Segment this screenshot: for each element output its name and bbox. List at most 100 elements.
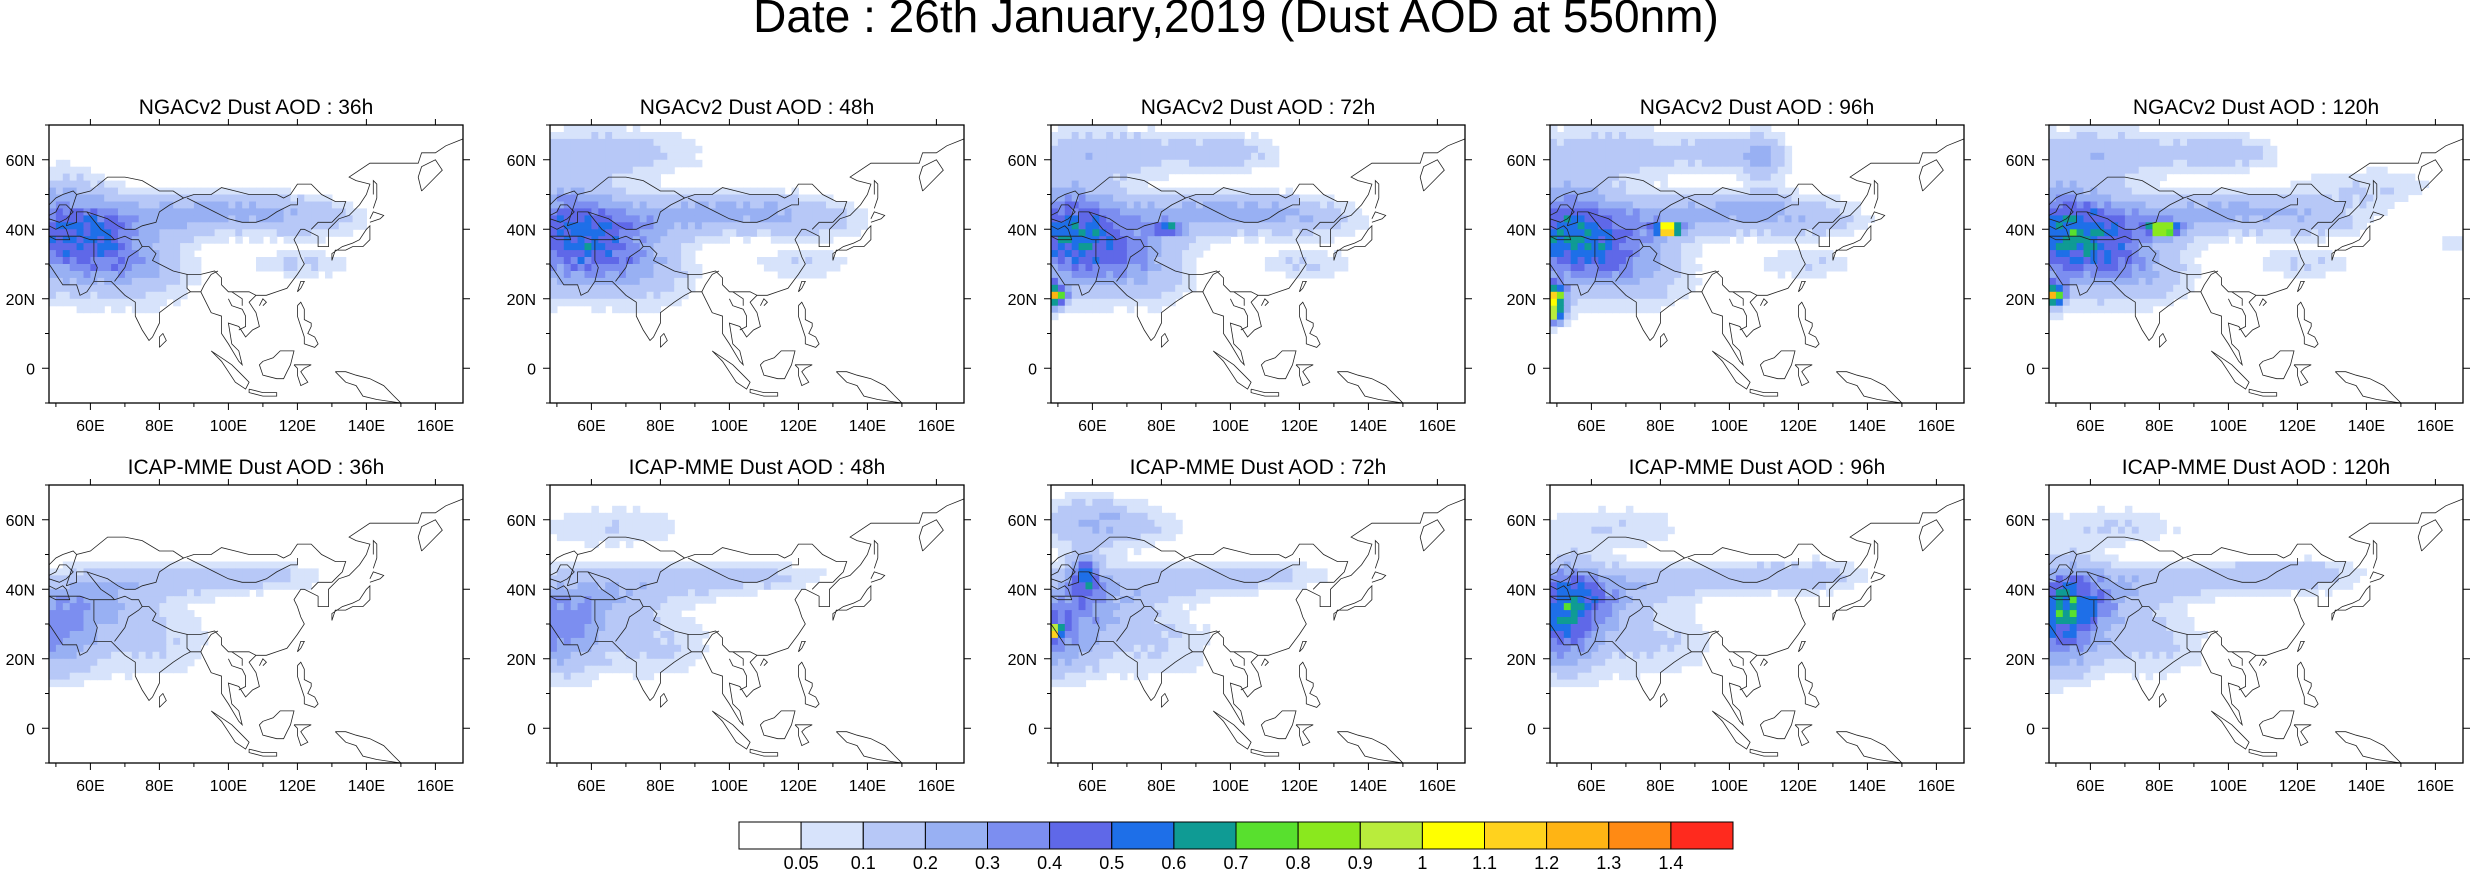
lat-tick-label: 60N bbox=[1507, 153, 1536, 170]
lon-tick-label: 80E bbox=[145, 778, 173, 795]
colorbar-box bbox=[1173, 821, 1237, 850]
lat-tick-label: 0 bbox=[1028, 361, 1037, 378]
coastlines bbox=[550, 138, 964, 403]
map-panel-ngac-48h: NGACv2 Dust AOD : 48h 60E 80E 100E 120E 140E 1… bbox=[507, 96, 971, 435]
panel-title: NGACv2 Dust AOD : 96h bbox=[1640, 96, 1875, 119]
lon-tick-label: 140E bbox=[1849, 778, 1886, 795]
lon-tick-label: 60E bbox=[1577, 778, 1605, 795]
lat-tick-label: 0 bbox=[527, 721, 536, 738]
lon-tick-label: 160E bbox=[2417, 418, 2454, 435]
map-panel-icap-72h: ICAP-MME Dust AOD : 72h 60E 80E 100E 120E 140… bbox=[1008, 456, 1472, 795]
lon-tick-label: 140E bbox=[1350, 418, 1387, 435]
colorbar-box bbox=[862, 821, 926, 850]
lat-tick-label: 0 bbox=[2026, 721, 2035, 738]
lon-tick-label: 100E bbox=[2210, 418, 2247, 435]
colorbar-label: 0.9 bbox=[1348, 853, 1373, 873]
dust-aod-field bbox=[550, 125, 868, 314]
colorbar-box bbox=[987, 821, 1051, 850]
lon-tick-label: 80E bbox=[1147, 778, 1175, 795]
coastlines bbox=[1051, 498, 1465, 763]
coastlines bbox=[49, 498, 463, 763]
lat-tick-label: 40N bbox=[507, 582, 536, 599]
lon-tick-label: 140E bbox=[2348, 418, 2385, 435]
colorbar-box bbox=[1297, 821, 1361, 850]
lon-tick-label: 160E bbox=[1918, 778, 1955, 795]
lon-tick-label: 160E bbox=[1918, 418, 1955, 435]
lon-tick-label: 60E bbox=[1078, 778, 1106, 795]
lon-tick-label: 160E bbox=[1419, 778, 1456, 795]
lat-tick-label: 20N bbox=[2006, 652, 2035, 669]
lon-tick-label: 100E bbox=[210, 778, 247, 795]
lon-tick-label: 120E bbox=[279, 418, 316, 435]
lat-tick-label: 0 bbox=[1028, 721, 1037, 738]
panel-title: ICAP-MME Dust AOD : 72h bbox=[1130, 456, 1387, 479]
lat-tick-label: 40N bbox=[2006, 222, 2035, 239]
lon-tick-label: 80E bbox=[1646, 778, 1674, 795]
panel-title: NGACv2 Dust AOD : 48h bbox=[640, 96, 875, 119]
colorbar-label: 1.3 bbox=[1596, 853, 1621, 873]
lat-tick-label: 40N bbox=[1008, 582, 1037, 599]
lon-tick-label: 80E bbox=[646, 418, 674, 435]
lon-tick-label: 100E bbox=[1212, 418, 1249, 435]
lat-tick-label: 40N bbox=[1507, 222, 1536, 239]
colorbar-box bbox=[1546, 821, 1610, 850]
lat-tick-label: 20N bbox=[1507, 652, 1536, 669]
lat-tick-label: 20N bbox=[6, 652, 35, 669]
lat-tick-label: 0 bbox=[1527, 361, 1536, 378]
lon-tick-label: 100E bbox=[1711, 778, 1748, 795]
lat-tick-label: 60N bbox=[1008, 513, 1037, 530]
map-panel-ngac-72h: NGACv2 Dust AOD : 72h 60E 80E 100E 120E 140E 1… bbox=[1008, 96, 1472, 435]
lon-tick-label: 120E bbox=[279, 778, 316, 795]
panel-title: NGACv2 Dust AOD : 120h bbox=[2133, 96, 2379, 119]
panel-title: ICAP-MME Dust AOD : 96h bbox=[1629, 456, 1886, 479]
colorbar-label: 0.8 bbox=[1286, 853, 1311, 873]
lat-tick-label: 0 bbox=[527, 361, 536, 378]
map-panel-icap-120h: ICAP-MME Dust AOD : 120h 60E 80E 100E 120E 14… bbox=[2006, 456, 2470, 795]
lat-tick-label: 60N bbox=[507, 153, 536, 170]
lat-tick-label: 40N bbox=[6, 222, 35, 239]
colorbar-label: 0.4 bbox=[1037, 853, 1062, 873]
lon-tick-label: 100E bbox=[2210, 778, 2247, 795]
lon-tick-label: 60E bbox=[577, 778, 605, 795]
lat-tick-label: 20N bbox=[1507, 292, 1536, 309]
panel-title: ICAP-MME Dust AOD : 120h bbox=[2122, 456, 2390, 479]
coastlines bbox=[2049, 498, 2463, 763]
map-panel-icap-36h: ICAP-MME Dust AOD : 36h 60E 80E 100E 120E 140… bbox=[6, 456, 470, 795]
lat-tick-label: 20N bbox=[2006, 292, 2035, 309]
colorbar-box bbox=[1484, 821, 1548, 850]
colorbar-label: 1.2 bbox=[1534, 853, 1559, 873]
lon-tick-label: 120E bbox=[1281, 778, 1318, 795]
lon-tick-label: 140E bbox=[348, 778, 385, 795]
colorbar-box bbox=[1670, 821, 1734, 850]
lat-tick-label: 20N bbox=[507, 652, 536, 669]
coastlines bbox=[1550, 138, 1964, 403]
lat-tick-label: 60N bbox=[6, 513, 35, 530]
lon-tick-label: 160E bbox=[918, 418, 955, 435]
coastlines bbox=[2049, 138, 2463, 403]
colorbar-box bbox=[1049, 821, 1113, 850]
lon-tick-label: 80E bbox=[2145, 418, 2173, 435]
lon-tick-label: 120E bbox=[2279, 778, 2316, 795]
lon-tick-label: 60E bbox=[76, 778, 104, 795]
lat-tick-label: 20N bbox=[6, 292, 35, 309]
dust-aod-field bbox=[1051, 492, 1328, 688]
colorbar-box bbox=[1359, 821, 1423, 850]
map-panel-icap-48h: ICAP-MME Dust AOD : 48h 60E 80E 100E 120E 140… bbox=[507, 456, 971, 795]
colorbar-label: 0.6 bbox=[1161, 853, 1186, 873]
lon-tick-label: 100E bbox=[1711, 418, 1748, 435]
map-panel-icap-96h: ICAP-MME Dust AOD : 96h 60E 80E 100E 120E 140… bbox=[1507, 456, 1971, 795]
lon-tick-label: 80E bbox=[2145, 778, 2173, 795]
coastlines bbox=[1550, 498, 1964, 763]
dust-aod-field bbox=[49, 561, 319, 688]
coastlines bbox=[49, 138, 463, 403]
lon-tick-label: 100E bbox=[711, 418, 748, 435]
dust-aod-field bbox=[49, 159, 367, 314]
map-panel-ngac-96h: NGACv2 Dust AOD : 96h 60E 80E 100E 120E 140E 1… bbox=[1507, 96, 1971, 435]
panel-title: ICAP-MME Dust AOD : 36h bbox=[128, 456, 385, 479]
figure-title: Date : 26th January,2019 (Dust AOD at 55… bbox=[753, 0, 1719, 42]
colorbar-label: 0.3 bbox=[975, 853, 1000, 873]
lon-tick-label: 140E bbox=[1849, 418, 1886, 435]
lat-tick-label: 40N bbox=[1008, 222, 1037, 239]
lat-tick-label: 60N bbox=[1507, 513, 1536, 530]
